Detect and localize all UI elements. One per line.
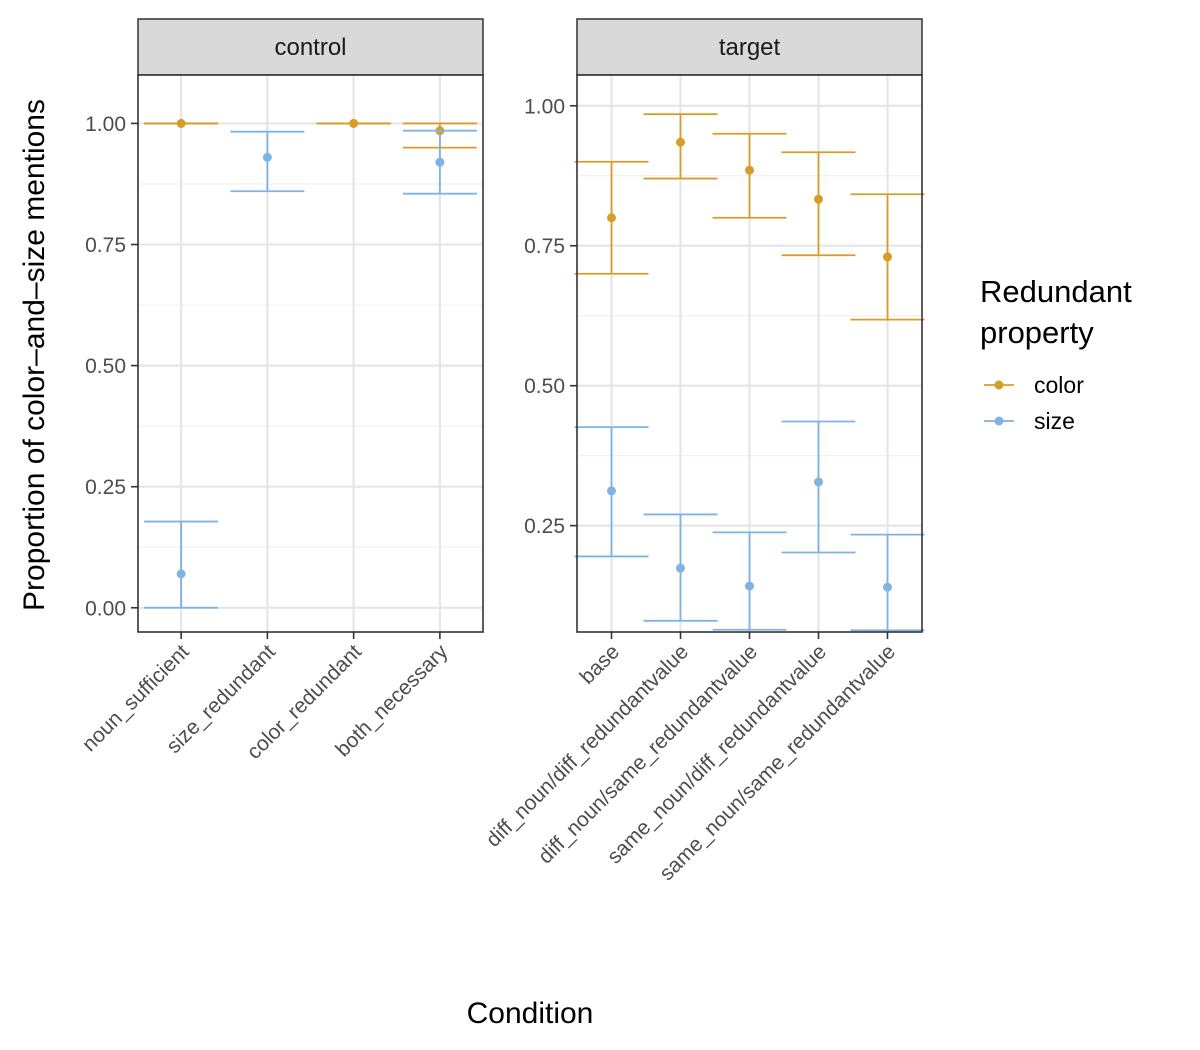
legend-keys: color size xyxy=(984,372,1084,434)
data-point-size xyxy=(745,581,754,591)
data-point-size xyxy=(607,486,616,496)
legend: Redundant property color size xyxy=(980,274,1132,434)
legend-label: color xyxy=(1034,372,1084,398)
legend-label: size xyxy=(1034,408,1075,434)
data-point-size xyxy=(814,477,823,487)
plot-area xyxy=(138,75,483,632)
panel-target: target0.250.500.751.00basediff_noun/diff… xyxy=(482,18,925,885)
legend-title-line-1: Redundant xyxy=(980,274,1132,309)
data-point-size xyxy=(435,157,445,167)
errorbar-color xyxy=(316,118,391,128)
legend-key-color: color xyxy=(984,372,1084,398)
y-tick-label: 0.00 xyxy=(85,597,126,620)
y-tick-label: 0.50 xyxy=(524,375,565,398)
y-tick-label: 0.75 xyxy=(85,234,126,257)
data-point-size xyxy=(676,563,685,573)
y-tick-label: 0.75 xyxy=(524,235,565,258)
errorbar-color xyxy=(574,160,649,275)
data-point-size xyxy=(176,569,186,579)
data-point-size xyxy=(883,582,892,592)
y-tick-label: 1.00 xyxy=(524,95,565,118)
data-point-color xyxy=(607,213,616,223)
data-point-color xyxy=(883,252,892,262)
y-tick-label: 0.50 xyxy=(85,355,126,378)
panels: control0.000.250.500.751.00noun_sufficie… xyxy=(78,18,925,885)
errorbar-color xyxy=(643,113,718,180)
errorbar-color xyxy=(712,132,787,219)
errorbar-size xyxy=(144,520,219,609)
errorbar-size xyxy=(781,420,856,554)
y-tick-label: 0.25 xyxy=(524,515,565,538)
y-tick-label: 0.25 xyxy=(85,476,126,499)
errorbar-size xyxy=(850,533,925,632)
panel-control: control0.000.250.500.751.00noun_sufficie… xyxy=(78,18,484,764)
errorbar-size xyxy=(643,513,718,622)
errorbar-size xyxy=(402,129,477,195)
errorbar-size xyxy=(230,130,305,193)
errorbar-color xyxy=(781,151,856,257)
data-point-color xyxy=(349,118,359,128)
y-tick-label: 1.00 xyxy=(85,113,126,136)
data-point-color xyxy=(176,118,186,128)
panel-border xyxy=(576,74,923,633)
strip-control xyxy=(137,18,484,76)
legend-swatch-point xyxy=(994,380,1004,390)
strip-label: control xyxy=(274,34,346,61)
errorbar-color xyxy=(850,193,925,321)
errorbar-size xyxy=(574,426,649,558)
legend-title-line-2: property xyxy=(980,315,1094,350)
errorbar-color xyxy=(144,118,219,128)
strip-label: target xyxy=(719,34,781,61)
y-axis-title: Proportion of color–and–size mentions xyxy=(18,99,51,611)
strip-target xyxy=(576,18,923,76)
data-point-color xyxy=(745,165,754,175)
legend-key-size: size xyxy=(984,408,1075,434)
data-point-size xyxy=(262,152,272,162)
x-axis-title: Condition xyxy=(467,997,594,1030)
data-point-color xyxy=(676,137,685,147)
errorbar-size xyxy=(712,531,787,631)
x-tick-label: base xyxy=(576,640,624,688)
data-point-color xyxy=(814,194,823,204)
panel-border xyxy=(137,74,484,633)
legend-swatch-point xyxy=(994,416,1004,426)
